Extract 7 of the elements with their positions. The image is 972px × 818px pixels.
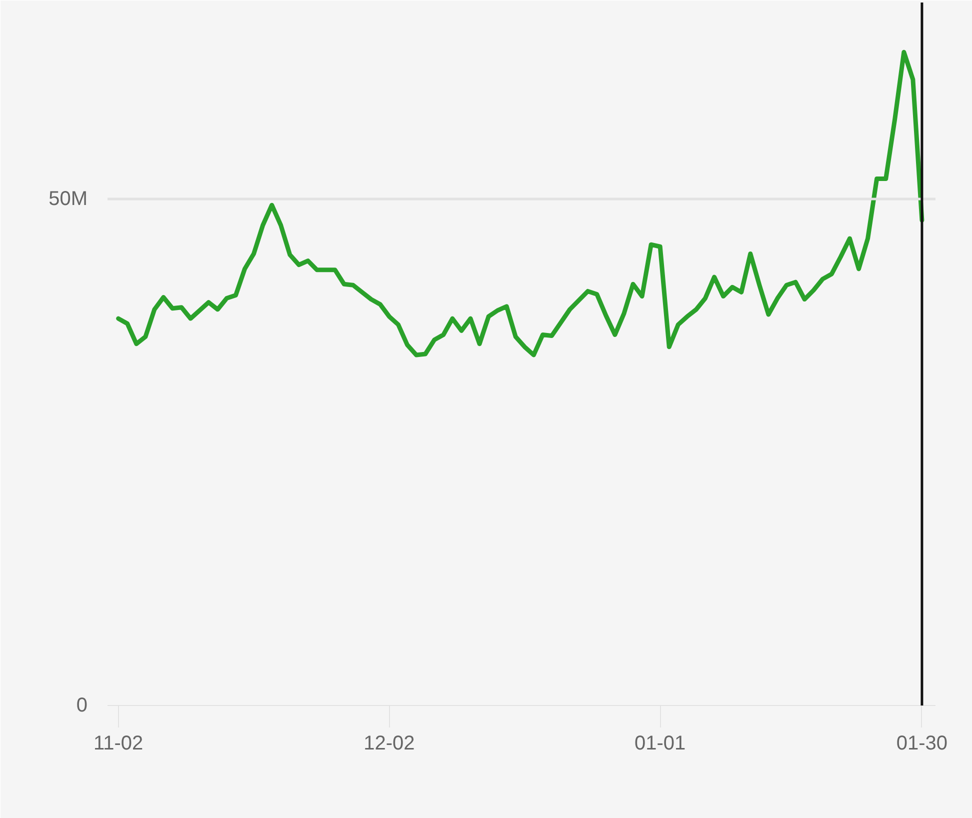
line-series (116, 50, 924, 358)
x-tick-label: 01-30 (896, 732, 948, 754)
y-tick-label: 50M (48, 188, 88, 210)
x-tick-label: 11-02 (94, 732, 144, 754)
x-tick-label: 12-02 (364, 732, 415, 754)
y-tick-label: 0 (76, 694, 88, 716)
x-tick-label: 01-01 (634, 732, 686, 754)
